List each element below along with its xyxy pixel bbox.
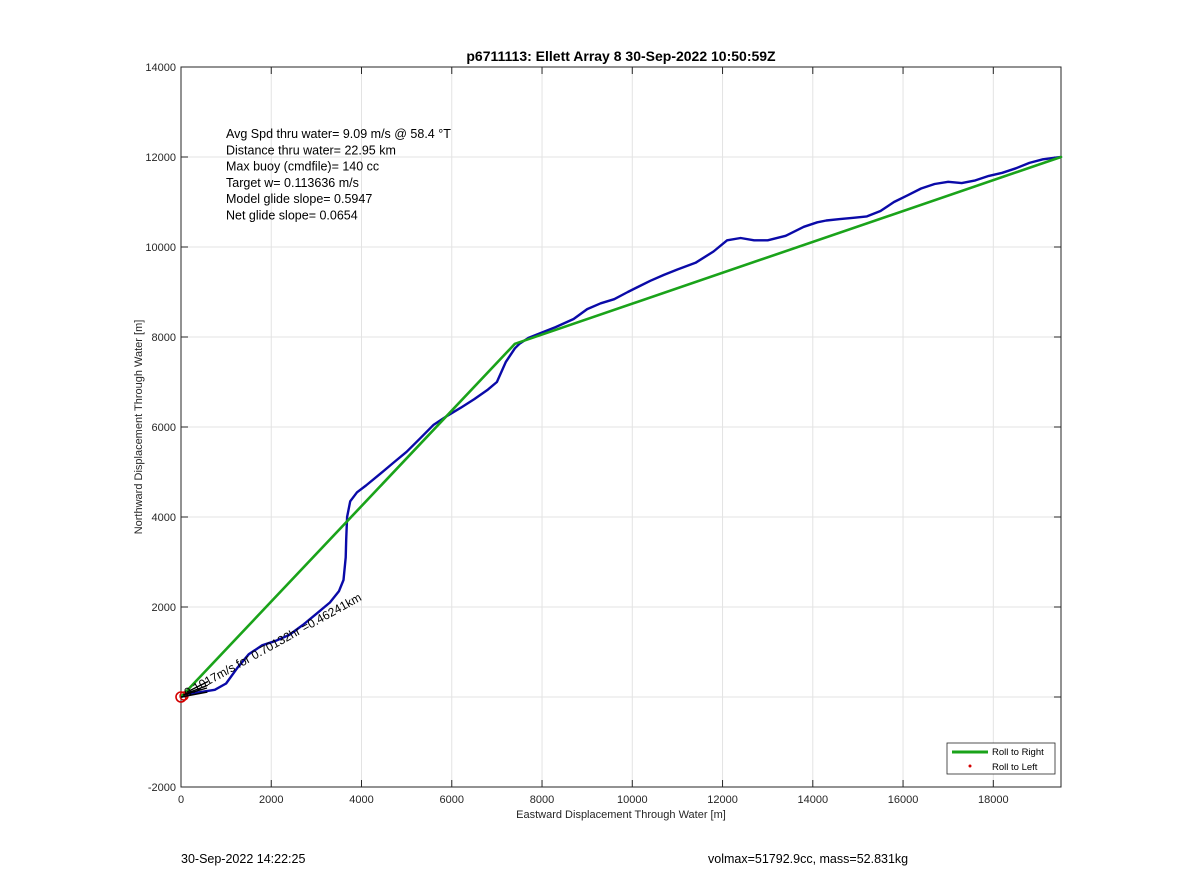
annotation-line: Target w= 0.113636 m/s xyxy=(226,176,359,190)
y-tick-label: 2000 xyxy=(152,602,176,614)
annotation-line: Net glide slope= 0.0654 xyxy=(226,209,358,223)
drift-vector xyxy=(186,680,209,693)
start-marker-circle xyxy=(175,691,187,703)
x-tick-label: 16000 xyxy=(888,794,919,806)
y-tick-label: 6000 xyxy=(152,422,176,434)
x-tick-label: 6000 xyxy=(440,794,464,806)
y-axis-label: Northward Displacement Through Water [m] xyxy=(133,320,145,535)
ticks: 0 2000 4000 6000 8000 10000 12000 14000 16000 180… xyxy=(145,62,1061,806)
y-tick-label: 14000 xyxy=(145,62,176,74)
y-tick-label: 12000 xyxy=(145,152,176,164)
x-tick-label: 2000 xyxy=(259,794,283,806)
x-tick-label: 0 xyxy=(178,794,184,806)
x-tick-label: 8000 xyxy=(530,794,554,806)
start-markers xyxy=(175,680,209,703)
x-axis-label: Eastward Displacement Through Water [m] xyxy=(516,809,726,821)
legend-roll-left-label: Roll to Left xyxy=(992,762,1038,773)
x-tick-label: 12000 xyxy=(707,794,738,806)
legend-roll-right-label: Roll to Right xyxy=(992,747,1044,758)
series-roll-to-right-line xyxy=(179,155,1063,699)
legend: Roll to Right Roll to Left xyxy=(946,742,1056,775)
series-track-line xyxy=(179,155,1063,699)
series xyxy=(179,155,1063,699)
annotation-line: Distance thru water= 22.95 km xyxy=(226,143,396,157)
x-tick-label: 14000 xyxy=(797,794,828,806)
legend-roll-left-swatch xyxy=(968,764,972,768)
x-tick-label: 18000 xyxy=(978,794,1009,806)
x-tick-label: 10000 xyxy=(617,794,648,806)
y-tick-label: -2000 xyxy=(148,782,176,794)
footer-timestamp: 30-Sep-2022 14:22:25 xyxy=(181,852,306,866)
chart-title: p6711113: Ellett Array 8 30-Sep-2022 10:… xyxy=(466,48,776,64)
annotation-line: Model glide slope= 0.5947 xyxy=(226,192,372,206)
y-tick-label: 4000 xyxy=(152,512,176,524)
x-tick-label: 4000 xyxy=(349,794,373,806)
grid xyxy=(181,67,1061,787)
legend-box xyxy=(946,742,1056,775)
drift-vector xyxy=(180,691,208,698)
annotation-line: Avg Spd thru water= 9.09 m/s @ 58.4 °T xyxy=(226,127,451,141)
footer-info: volmax=51792.9cc, mass=52.831kg xyxy=(708,852,909,866)
annotations: Avg Spd thru water= 9.09 m/s @ 58.4 °T Di… xyxy=(226,127,451,223)
y-tick-label: 8000 xyxy=(152,332,176,344)
y-tick-label: 10000 xyxy=(145,242,176,254)
drift-vector xyxy=(184,684,209,695)
annotation-line: Max buoy (cmdfile)= 140 cc xyxy=(226,160,379,174)
